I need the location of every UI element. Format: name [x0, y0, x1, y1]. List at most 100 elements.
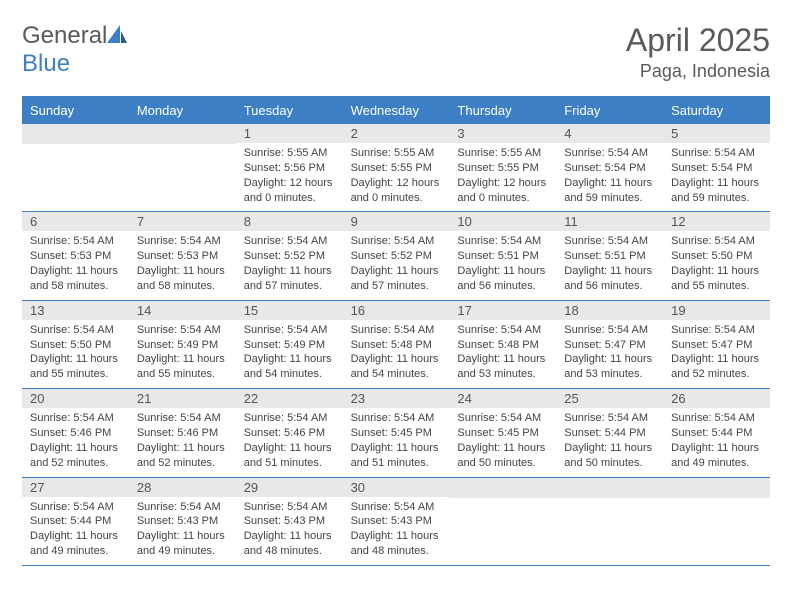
day-number: 5: [663, 124, 770, 143]
day-number: 3: [449, 124, 556, 143]
day-details: Sunrise: 5:54 AMSunset: 5:43 PMDaylight:…: [236, 497, 343, 559]
day-cell: 26Sunrise: 5:54 AMSunset: 5:44 PMDayligh…: [663, 389, 770, 476]
day-cell: 16Sunrise: 5:54 AMSunset: 5:48 PMDayligh…: [343, 301, 450, 388]
day-details: Sunrise: 5:54 AMSunset: 5:46 PMDaylight:…: [22, 408, 129, 470]
day-details: Sunrise: 5:54 AMSunset: 5:49 PMDaylight:…: [129, 320, 236, 382]
day-details: Sunrise: 5:54 AMSunset: 5:53 PMDaylight:…: [22, 231, 129, 293]
header: General Blue April 2025 Paga, Indonesia: [22, 22, 770, 82]
day-of-week-header: Friday: [556, 98, 663, 124]
day-cell: [663, 478, 770, 565]
day-cell: 18Sunrise: 5:54 AMSunset: 5:47 PMDayligh…: [556, 301, 663, 388]
day-cell: 12Sunrise: 5:54 AMSunset: 5:50 PMDayligh…: [663, 212, 770, 299]
day-details: Sunrise: 5:54 AMSunset: 5:49 PMDaylight:…: [236, 320, 343, 382]
day-number: 24: [449, 389, 556, 408]
day-cell: 20Sunrise: 5:54 AMSunset: 5:46 PMDayligh…: [22, 389, 129, 476]
day-number: 9: [343, 212, 450, 231]
day-cell: 7Sunrise: 5:54 AMSunset: 5:53 PMDaylight…: [129, 212, 236, 299]
weeks-container: 1Sunrise: 5:55 AMSunset: 5:56 PMDaylight…: [22, 124, 770, 566]
day-number: 7: [129, 212, 236, 231]
day-number: 19: [663, 301, 770, 320]
day-number: 22: [236, 389, 343, 408]
day-number: 21: [129, 389, 236, 408]
day-cell: 3Sunrise: 5:55 AMSunset: 5:55 PMDaylight…: [449, 124, 556, 211]
day-cell: 4Sunrise: 5:54 AMSunset: 5:54 PMDaylight…: [556, 124, 663, 211]
week-row: 27Sunrise: 5:54 AMSunset: 5:44 PMDayligh…: [22, 478, 770, 566]
logo-text-blue: Blue: [22, 50, 70, 77]
day-cell: 6Sunrise: 5:54 AMSunset: 5:53 PMDaylight…: [22, 212, 129, 299]
day-number: [22, 124, 129, 144]
day-cell: 10Sunrise: 5:54 AMSunset: 5:51 PMDayligh…: [449, 212, 556, 299]
day-cell: [449, 478, 556, 565]
day-number: 4: [556, 124, 663, 143]
day-cell: 8Sunrise: 5:54 AMSunset: 5:52 PMDaylight…: [236, 212, 343, 299]
day-cell: 19Sunrise: 5:54 AMSunset: 5:47 PMDayligh…: [663, 301, 770, 388]
day-details: Sunrise: 5:54 AMSunset: 5:46 PMDaylight:…: [236, 408, 343, 470]
day-details: Sunrise: 5:54 AMSunset: 5:45 PMDaylight:…: [343, 408, 450, 470]
day-number: 23: [343, 389, 450, 408]
day-number: 10: [449, 212, 556, 231]
day-details: Sunrise: 5:54 AMSunset: 5:52 PMDaylight:…: [236, 231, 343, 293]
day-number: [556, 478, 663, 498]
day-details: Sunrise: 5:54 AMSunset: 5:51 PMDaylight:…: [556, 231, 663, 293]
day-details: Sunrise: 5:54 AMSunset: 5:43 PMDaylight:…: [129, 497, 236, 559]
day-number: 16: [343, 301, 450, 320]
day-details: Sunrise: 5:54 AMSunset: 5:45 PMDaylight:…: [449, 408, 556, 470]
day-of-week-header: Saturday: [663, 98, 770, 124]
day-number: [663, 478, 770, 498]
logo-text: General Blue: [22, 22, 127, 78]
day-cell: 29Sunrise: 5:54 AMSunset: 5:43 PMDayligh…: [236, 478, 343, 565]
day-details: Sunrise: 5:55 AMSunset: 5:56 PMDaylight:…: [236, 143, 343, 205]
day-cell: 21Sunrise: 5:54 AMSunset: 5:46 PMDayligh…: [129, 389, 236, 476]
day-number: 1: [236, 124, 343, 143]
day-cell: 11Sunrise: 5:54 AMSunset: 5:51 PMDayligh…: [556, 212, 663, 299]
day-cell: [129, 124, 236, 211]
day-details: Sunrise: 5:54 AMSunset: 5:47 PMDaylight:…: [556, 320, 663, 382]
day-cell: 30Sunrise: 5:54 AMSunset: 5:43 PMDayligh…: [343, 478, 450, 565]
location: Paga, Indonesia: [626, 61, 770, 82]
week-row: 20Sunrise: 5:54 AMSunset: 5:46 PMDayligh…: [22, 389, 770, 477]
day-number: 27: [22, 478, 129, 497]
day-cell: 17Sunrise: 5:54 AMSunset: 5:48 PMDayligh…: [449, 301, 556, 388]
day-cell: 28Sunrise: 5:54 AMSunset: 5:43 PMDayligh…: [129, 478, 236, 565]
day-cell: 25Sunrise: 5:54 AMSunset: 5:44 PMDayligh…: [556, 389, 663, 476]
day-cell: 22Sunrise: 5:54 AMSunset: 5:46 PMDayligh…: [236, 389, 343, 476]
day-details: Sunrise: 5:54 AMSunset: 5:47 PMDaylight:…: [663, 320, 770, 382]
day-details: Sunrise: 5:54 AMSunset: 5:50 PMDaylight:…: [663, 231, 770, 293]
day-number: 11: [556, 212, 663, 231]
day-cell: 24Sunrise: 5:54 AMSunset: 5:45 PMDayligh…: [449, 389, 556, 476]
day-number: 30: [343, 478, 450, 497]
day-number: 14: [129, 301, 236, 320]
day-cell: 1Sunrise: 5:55 AMSunset: 5:56 PMDaylight…: [236, 124, 343, 211]
day-cell: 23Sunrise: 5:54 AMSunset: 5:45 PMDayligh…: [343, 389, 450, 476]
title-block: April 2025 Paga, Indonesia: [626, 22, 770, 82]
week-row: 13Sunrise: 5:54 AMSunset: 5:50 PMDayligh…: [22, 301, 770, 389]
day-number: [449, 478, 556, 498]
day-details: Sunrise: 5:54 AMSunset: 5:52 PMDaylight:…: [343, 231, 450, 293]
day-details: Sunrise: 5:54 AMSunset: 5:43 PMDaylight:…: [343, 497, 450, 559]
day-of-week-row: SundayMondayTuesdayWednesdayThursdayFrid…: [22, 98, 770, 124]
day-details: Sunrise: 5:55 AMSunset: 5:55 PMDaylight:…: [449, 143, 556, 205]
day-number: 26: [663, 389, 770, 408]
day-details: Sunrise: 5:54 AMSunset: 5:48 PMDaylight:…: [343, 320, 450, 382]
day-cell: [22, 124, 129, 211]
day-number: 13: [22, 301, 129, 320]
week-row: 1Sunrise: 5:55 AMSunset: 5:56 PMDaylight…: [22, 124, 770, 212]
day-details: Sunrise: 5:54 AMSunset: 5:48 PMDaylight:…: [449, 320, 556, 382]
day-number: 29: [236, 478, 343, 497]
day-details: Sunrise: 5:54 AMSunset: 5:54 PMDaylight:…: [556, 143, 663, 205]
day-cell: 2Sunrise: 5:55 AMSunset: 5:55 PMDaylight…: [343, 124, 450, 211]
day-of-week-header: Sunday: [22, 98, 129, 124]
day-cell: 15Sunrise: 5:54 AMSunset: 5:49 PMDayligh…: [236, 301, 343, 388]
day-number: [129, 124, 236, 144]
day-details: Sunrise: 5:55 AMSunset: 5:55 PMDaylight:…: [343, 143, 450, 205]
day-number: 20: [22, 389, 129, 408]
day-cell: 5Sunrise: 5:54 AMSunset: 5:54 PMDaylight…: [663, 124, 770, 211]
sail-icon: [107, 25, 127, 43]
day-number: 18: [556, 301, 663, 320]
day-number: 25: [556, 389, 663, 408]
day-number: 15: [236, 301, 343, 320]
day-cell: 14Sunrise: 5:54 AMSunset: 5:49 PMDayligh…: [129, 301, 236, 388]
day-cell: 9Sunrise: 5:54 AMSunset: 5:52 PMDaylight…: [343, 212, 450, 299]
day-details: Sunrise: 5:54 AMSunset: 5:53 PMDaylight:…: [129, 231, 236, 293]
day-of-week-header: Monday: [129, 98, 236, 124]
